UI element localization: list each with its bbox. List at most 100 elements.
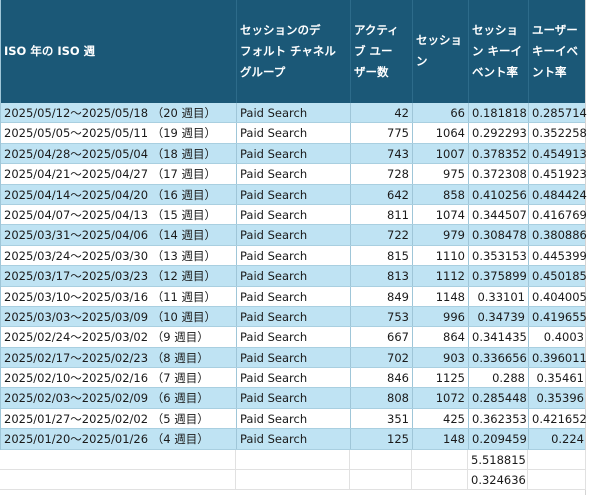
cell-session-key-event-rate[interactable]: 0.344507 bbox=[469, 204, 529, 225]
cell-active-users[interactable]: 125 bbox=[351, 429, 413, 449]
cell-session-key-event-rate[interactable]: 0.378352 bbox=[469, 143, 529, 164]
cell-sessions[interactable]: 425 bbox=[413, 408, 469, 429]
cell-user-key-event-rate[interactable]: 0.285714 bbox=[532, 106, 587, 120]
cell-channel-group[interactable]: Paid Search bbox=[237, 204, 351, 225]
cell-iso-week[interactable]: 2025/05/12～2025/05/18 （20 週目） bbox=[1, 103, 237, 123]
cell-channel-group[interactable]: Paid Search bbox=[237, 164, 351, 184]
cell-channel-group[interactable]: Paid Search bbox=[237, 245, 351, 266]
empty-cell[interactable] bbox=[236, 449, 350, 470]
header-sessions[interactable]: セッショ ン bbox=[413, 0, 469, 103]
cell-iso-week[interactable]: 2025/02/03～2025/02/09 （6 週目） bbox=[1, 388, 237, 408]
cell-active-users[interactable]: 811 bbox=[351, 204, 413, 225]
cell-sessions[interactable]: 858 bbox=[413, 184, 469, 204]
cell-user-key-event-rate[interactable]: 0.380886 bbox=[532, 228, 587, 243]
cell-sessions[interactable]: 903 bbox=[413, 347, 469, 368]
empty-cell[interactable] bbox=[236, 470, 350, 491]
header-iso-week[interactable]: ISO 年の ISO 週 bbox=[1, 0, 237, 103]
cell-user-key-event-rate[interactable]: 0.419655 bbox=[532, 309, 587, 324]
empty-cell[interactable] bbox=[412, 470, 468, 491]
cell-active-users[interactable]: 808 bbox=[351, 388, 413, 408]
cell-channel-group[interactable]: Paid Search bbox=[237, 123, 351, 143]
cell-channel-group[interactable]: Paid Search bbox=[237, 306, 351, 327]
cell-sessions[interactable]: 1007 bbox=[413, 143, 469, 164]
cell-iso-week[interactable]: 2025/01/20～2025/01/26 （4 週目） bbox=[1, 429, 237, 449]
empty-cell[interactable] bbox=[350, 470, 412, 491]
cell-active-users[interactable]: 702 bbox=[351, 347, 413, 368]
header-channel-group[interactable]: セッションのデ フォルト チャネル グループ bbox=[237, 0, 351, 103]
cell-iso-week[interactable]: 2025/04/28～2025/05/04 （18 週目） bbox=[1, 143, 237, 164]
cell-active-users[interactable]: 42 bbox=[351, 103, 413, 123]
cell-active-users[interactable]: 743 bbox=[351, 143, 413, 164]
cell-sessions[interactable]: 1064 bbox=[413, 123, 469, 143]
cell-active-users[interactable]: 775 bbox=[351, 123, 413, 143]
cell-sessions[interactable]: 864 bbox=[413, 327, 469, 347]
cell-user-key-event-rate[interactable]: 0.35396 bbox=[536, 391, 584, 406]
cell-channel-group[interactable]: Paid Search bbox=[237, 368, 351, 388]
cell-user-key-event-rate[interactable]: 0.4003 bbox=[543, 330, 584, 345]
cell-channel-group[interactable]: Paid Search bbox=[237, 388, 351, 408]
cell-active-users[interactable]: 667 bbox=[351, 327, 413, 347]
empty-cell[interactable] bbox=[0, 449, 236, 470]
cell-channel-group[interactable]: Paid Search bbox=[237, 286, 351, 306]
cell-active-users[interactable]: 642 bbox=[351, 184, 413, 204]
cell-channel-group[interactable]: Paid Search bbox=[237, 225, 351, 245]
cell-user-key-event-rate[interactable]: 0.396011 bbox=[532, 350, 587, 365]
cell-iso-week[interactable]: 2025/05/05～2025/05/11 （19 週目） bbox=[1, 123, 237, 143]
cell-session-key-event-rate[interactable]: 0.372308 bbox=[469, 164, 529, 184]
cell-active-users[interactable]: 846 bbox=[351, 368, 413, 388]
cell-active-users[interactable]: 722 bbox=[351, 225, 413, 245]
cell-iso-week[interactable]: 2025/03/24～2025/03/30 （13 週目） bbox=[1, 245, 237, 266]
cell-iso-week[interactable]: 2025/04/07～2025/04/13 （15 週目） bbox=[1, 204, 237, 225]
cell-channel-group[interactable]: Paid Search bbox=[237, 408, 351, 429]
cell-session-key-event-rate[interactable]: 0.288 bbox=[469, 368, 529, 388]
cell-sessions[interactable]: 1148 bbox=[413, 286, 469, 306]
cell-channel-group[interactable]: Paid Search bbox=[237, 266, 351, 286]
cell-active-users[interactable]: 728 bbox=[351, 164, 413, 184]
cell-user-key-event-rate[interactable]: 0.451923 bbox=[532, 167, 587, 182]
empty-cell[interactable] bbox=[0, 470, 236, 491]
cell-sessions[interactable]: 996 bbox=[413, 306, 469, 327]
cell-session-key-event-rate[interactable]: 0.308478 bbox=[469, 225, 529, 245]
cell-iso-week[interactable]: 2025/01/27～2025/02/02 （5 週目） bbox=[1, 408, 237, 429]
cell-sessions[interactable]: 66 bbox=[413, 103, 469, 123]
cell-user-key-event-rate[interactable]: 0.416769 bbox=[532, 207, 587, 222]
cell-sessions[interactable]: 1125 bbox=[413, 368, 469, 388]
cell-session-key-event-rate[interactable]: 0.362353 bbox=[469, 408, 529, 429]
cell-user-key-event-rate[interactable]: 0.454913 bbox=[532, 146, 587, 161]
empty-cell[interactable] bbox=[528, 470, 586, 491]
cell-session-key-event-rate[interactable]: 0.34739 bbox=[469, 306, 529, 327]
cell-active-users[interactable]: 351 bbox=[351, 408, 413, 429]
cell-sessions[interactable]: 1112 bbox=[413, 266, 469, 286]
cell-user-key-event-rate[interactable]: 0.224 bbox=[551, 432, 584, 447]
cell-iso-week[interactable]: 2025/03/10～2025/03/16 （11 週目） bbox=[1, 286, 237, 306]
cell-sessions[interactable]: 1074 bbox=[413, 204, 469, 225]
cell-sessions[interactable]: 148 bbox=[413, 429, 469, 449]
header-user-key-event-rate[interactable]: ユーザー キーイベ ント率 bbox=[529, 0, 587, 103]
cell-user-key-event-rate[interactable]: 0.484424 bbox=[532, 187, 587, 202]
cell-iso-week[interactable]: 2025/02/10～2025/02/16 （7 週目） bbox=[1, 368, 237, 388]
cell-iso-week[interactable]: 2025/04/14～2025/04/20 （16 週目） bbox=[1, 184, 237, 204]
header-session-key-event-rate[interactable]: セッショ ン キーイ ベント率 bbox=[469, 0, 529, 103]
cell-user-key-event-rate[interactable]: 0.352258 bbox=[532, 126, 587, 141]
cell-session-key-event-rate[interactable]: 0.285448 bbox=[469, 388, 529, 408]
cell-channel-group[interactable]: Paid Search bbox=[237, 327, 351, 347]
cell-sessions[interactable]: 1072 bbox=[413, 388, 469, 408]
cell-session-key-event-rate[interactable]: 0.292293 bbox=[469, 123, 529, 143]
cell-channel-group[interactable]: Paid Search bbox=[237, 143, 351, 164]
cell-session-key-event-rate[interactable]: 0.353153 bbox=[469, 245, 529, 266]
cell-sessions[interactable]: 1110 bbox=[413, 245, 469, 266]
cell-user-key-event-rate[interactable]: 0.404005 bbox=[532, 289, 587, 304]
cell-session-key-event-rate[interactable]: 0.410256 bbox=[469, 184, 529, 204]
cell-iso-week[interactable]: 2025/04/21～2025/04/27 （17 週目） bbox=[1, 164, 237, 184]
cell-channel-group[interactable]: Paid Search bbox=[237, 103, 351, 123]
cell-active-users[interactable]: 815 bbox=[351, 245, 413, 266]
avg-session-rate-cell[interactable]: 0.324636 bbox=[468, 470, 528, 491]
cell-user-key-event-rate[interactable]: 0.450185 bbox=[532, 269, 587, 284]
cell-iso-week[interactable]: 2025/02/17～2025/02/23 （8 週目） bbox=[1, 347, 237, 368]
cell-iso-week[interactable]: 2025/03/03～2025/03/09 （10 週目） bbox=[1, 306, 237, 327]
header-active-users[interactable]: アクティ ブ ユー ザー数 bbox=[351, 0, 413, 103]
cell-user-key-event-rate[interactable]: 0.35461 bbox=[536, 371, 584, 386]
cell-user-key-event-rate[interactable]: 0.421652 bbox=[532, 411, 587, 426]
cell-channel-group[interactable]: Paid Search bbox=[237, 429, 351, 449]
cell-sessions[interactable]: 979 bbox=[413, 225, 469, 245]
